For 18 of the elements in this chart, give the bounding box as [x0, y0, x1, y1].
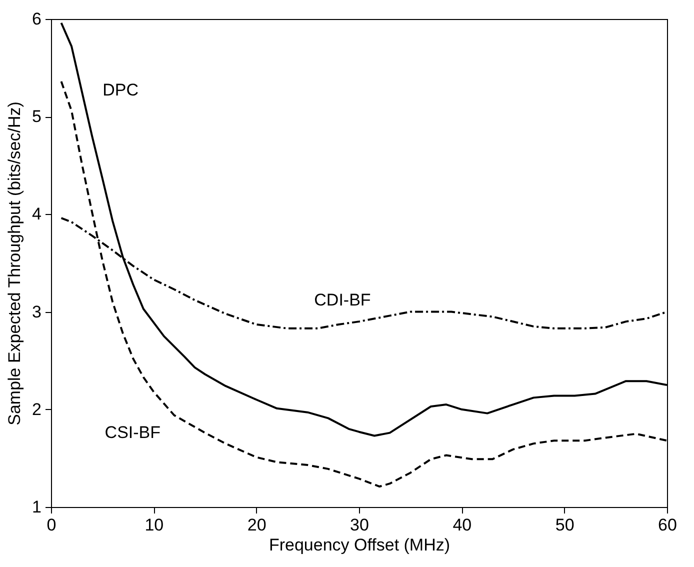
series-label: DPC — [102, 80, 138, 100]
x-tick-label: 10 — [144, 516, 164, 534]
x-tick-label: 0 — [46, 516, 56, 534]
y-axis-title: Sample Expected Throughput (bits/sec/Hz) — [5, 102, 24, 426]
series-label: CSI-BF — [104, 422, 161, 442]
y-tick-label: 5 — [32, 107, 42, 126]
y-tick-label: 1 — [32, 498, 42, 516]
x-tick-label: 20 — [247, 516, 266, 534]
x-tick-label: 40 — [452, 516, 472, 534]
y-tick-label: 2 — [32, 400, 42, 419]
x-axis-title: Frequency Offset (MHz) — [268, 536, 450, 554]
series-label: CDI-BF — [314, 290, 371, 310]
x-tick-label: 50 — [555, 516, 574, 534]
x-tick-label: 30 — [350, 516, 369, 534]
x-tick-label: 60 — [658, 516, 677, 534]
y-tick-label: 3 — [32, 302, 42, 322]
y-tick-label: 6 — [32, 10, 42, 28]
y-tick-label: 4 — [32, 204, 42, 224]
